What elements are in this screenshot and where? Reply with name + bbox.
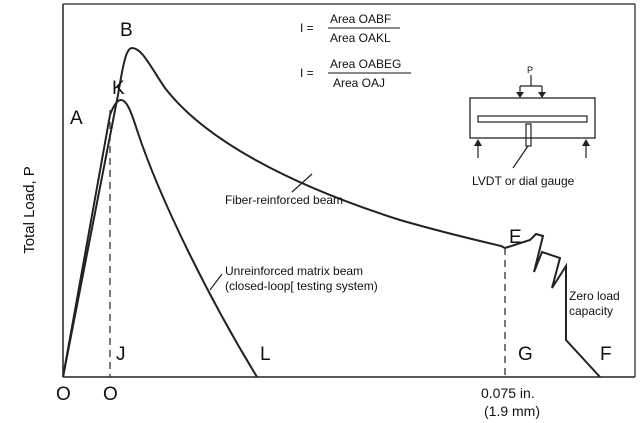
point-l: L bbox=[260, 344, 271, 365]
formula1-numerator: Area OABF bbox=[330, 12, 391, 26]
matrix-curve-label-1: Unreinforced matrix beam bbox=[225, 264, 363, 278]
support-arrow-left bbox=[474, 139, 482, 146]
point-j: J bbox=[116, 344, 126, 365]
support-arrow-right bbox=[582, 139, 590, 146]
formula2-denominator: Area OAJ bbox=[333, 76, 385, 90]
load-arrowhead-right bbox=[538, 92, 546, 98]
setup-frame bbox=[469, 97, 596, 139]
point-e: E bbox=[509, 227, 522, 248]
load-arrowhead-left bbox=[516, 92, 524, 98]
fiber-label-leader bbox=[291, 173, 313, 193]
zero-load-label-2: capacity bbox=[569, 304, 613, 318]
gauge-leader bbox=[512, 145, 529, 169]
matrix-label-leader bbox=[209, 273, 223, 291]
formula2-lhs: I = bbox=[300, 66, 314, 80]
formula2-numerator: Area OABEG bbox=[330, 57, 401, 71]
gauge-label: LVDT or dial gauge bbox=[472, 174, 575, 188]
point-b: B bbox=[120, 20, 133, 41]
matrix-curve-label-2: (closed-loop[ testing system) bbox=[225, 279, 378, 293]
y-axis-label: Total Load, P bbox=[21, 166, 38, 254]
point-g: G bbox=[518, 344, 533, 365]
formula1-lhs: I = bbox=[300, 21, 314, 35]
formula1-denominator: Area OAKL bbox=[330, 31, 391, 45]
beam-specimen bbox=[477, 115, 588, 123]
test-setup-illustration: P LVDT or dial gauge bbox=[469, 65, 596, 188]
load-label-p: P bbox=[527, 65, 533, 75]
deflection-mark-in: 0.075 in. bbox=[481, 385, 535, 401]
point-f: F bbox=[600, 344, 612, 365]
matrix-curve bbox=[62, 98, 258, 378]
point-a: A bbox=[70, 108, 83, 129]
fiber-reinforced-curve bbox=[62, 46, 601, 378]
point-k: K bbox=[112, 78, 125, 99]
origin-o: O bbox=[56, 384, 71, 405]
zero-load-label-1: Zero load bbox=[569, 289, 620, 303]
gauge-rod bbox=[525, 123, 532, 147]
fiber-curve-label: Fiber-reinforced beam bbox=[225, 193, 343, 207]
deflection-mark-mm: (1.9 mm) bbox=[484, 403, 540, 419]
offset-o: O bbox=[103, 384, 118, 405]
